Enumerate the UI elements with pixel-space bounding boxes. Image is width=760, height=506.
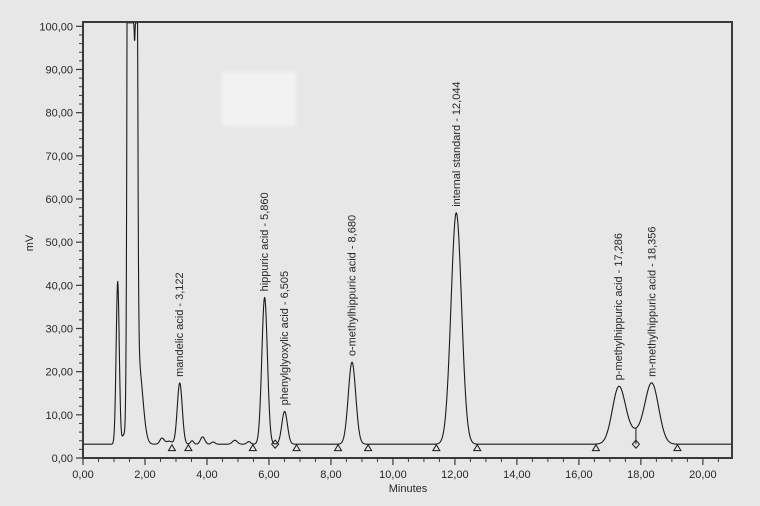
- y-tick-label: 60,00: [45, 194, 73, 206]
- x-tick-label: 0,00: [72, 469, 93, 481]
- y-axis-title: mV: [24, 234, 36, 252]
- y-tick-label: 100,00: [39, 21, 73, 33]
- integration-marker-diamond: [631, 439, 641, 449]
- integration-marker-triangle: [363, 443, 373, 452]
- integration-marker-triangle: [333, 443, 343, 452]
- integration-marker-triangle: [248, 443, 258, 452]
- y-tick-label: 30,00: [45, 323, 73, 335]
- peak-label: o-methylhippuric acid - 8,680: [347, 215, 359, 356]
- x-tick-label: 10,00: [379, 469, 407, 481]
- integration-marker-triangle: [673, 443, 682, 452]
- x-tick-label: 20,00: [689, 469, 717, 481]
- y-tick-label: 20,00: [45, 367, 73, 379]
- y-tick-label: 80,00: [45, 108, 73, 120]
- integration-marker-triangle: [184, 443, 193, 452]
- integration-marker-triangle: [472, 443, 482, 452]
- y-tick-label: 40,00: [45, 280, 73, 292]
- integration-marker-triangle: [167, 443, 177, 452]
- chromatogram-trace: [82, 22, 733, 445]
- x-tick-label: 6,00: [258, 469, 279, 481]
- plot-frame: [82, 21, 733, 459]
- y-tick-label: 70,00: [45, 151, 73, 163]
- peak-label: m-methylhippuric acid - 18,356: [646, 226, 658, 376]
- y-tick-label: 50,00: [45, 237, 73, 249]
- x-tick-label: 16,00: [565, 469, 593, 481]
- peak-label: mandelic acid - 3,122: [174, 272, 186, 377]
- integration-marker-triangle: [431, 443, 441, 452]
- y-tick-label: 10,00: [45, 410, 73, 422]
- peak-label: p-methylhippuric acid - 17,286: [613, 233, 625, 380]
- integration-marker-triangle: [591, 443, 601, 452]
- peak-label: internal standard - 12,044: [451, 81, 463, 206]
- x-tick-label: 2,00: [134, 469, 155, 481]
- x-tick-label: 14,00: [503, 469, 531, 481]
- highlight-patch: [222, 72, 296, 126]
- x-axis-title: Minutes: [388, 483, 428, 495]
- x-tick-label: 18,00: [627, 469, 655, 481]
- peak-label: hippuric acid - 5,860: [259, 192, 271, 291]
- peak-label: phenylglyoxylic acid - 6,505: [279, 271, 291, 406]
- y-tick-label: 0,00: [52, 453, 73, 465]
- x-tick-label: 4,00: [196, 469, 217, 481]
- x-tick-label: 8,00: [320, 469, 341, 481]
- y-tick-label: 90,00: [45, 64, 73, 76]
- integration-marker-triangle: [292, 443, 301, 452]
- x-tick-label: 12,00: [441, 469, 469, 481]
